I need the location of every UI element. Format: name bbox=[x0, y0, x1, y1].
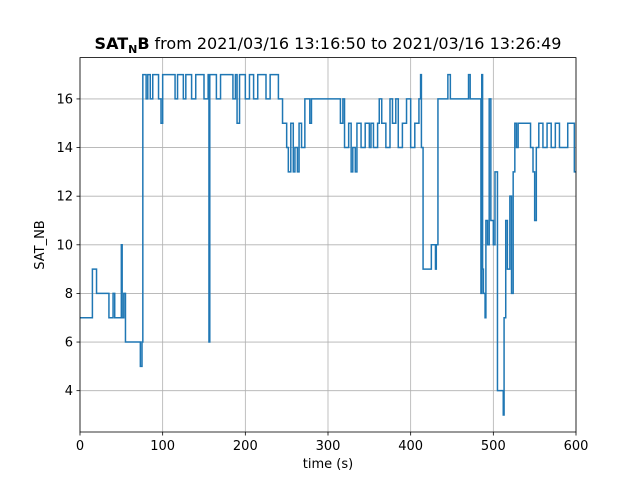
x-tick-label: 0 bbox=[76, 439, 84, 454]
x-tick-label: 300 bbox=[316, 439, 341, 454]
title-main: SAT bbox=[95, 34, 129, 53]
y-tick-label: 4 bbox=[65, 384, 73, 399]
title-subscript: N bbox=[128, 43, 137, 56]
x-axis-label: time (s) bbox=[303, 457, 353, 472]
x-tick-label: 600 bbox=[564, 439, 589, 454]
y-tick-label: 14 bbox=[56, 141, 73, 156]
x-tick-label: 500 bbox=[481, 439, 506, 454]
x-tick-label: 400 bbox=[398, 439, 423, 454]
x-tick-label: 100 bbox=[150, 439, 175, 454]
x-tick-label: 200 bbox=[233, 439, 258, 454]
title-rest: from 2021/03/16 13:16:50 to 2021/03/16 1… bbox=[155, 34, 562, 53]
y-tick-label: 10 bbox=[56, 238, 73, 253]
y-axis-label: SAT_NB bbox=[33, 220, 48, 269]
title-suffix: B bbox=[137, 34, 149, 53]
data-line bbox=[80, 73, 576, 416]
chart-title: SATNB from 2021/03/16 13:16:50 to 2021/03… bbox=[95, 34, 562, 56]
plot-frame bbox=[79, 57, 577, 433]
y-tick-label: 12 bbox=[56, 190, 73, 205]
y-tick-label: 6 bbox=[65, 336, 73, 351]
y-tick-label: 16 bbox=[56, 92, 73, 107]
y-tick-label: 8 bbox=[65, 287, 73, 302]
